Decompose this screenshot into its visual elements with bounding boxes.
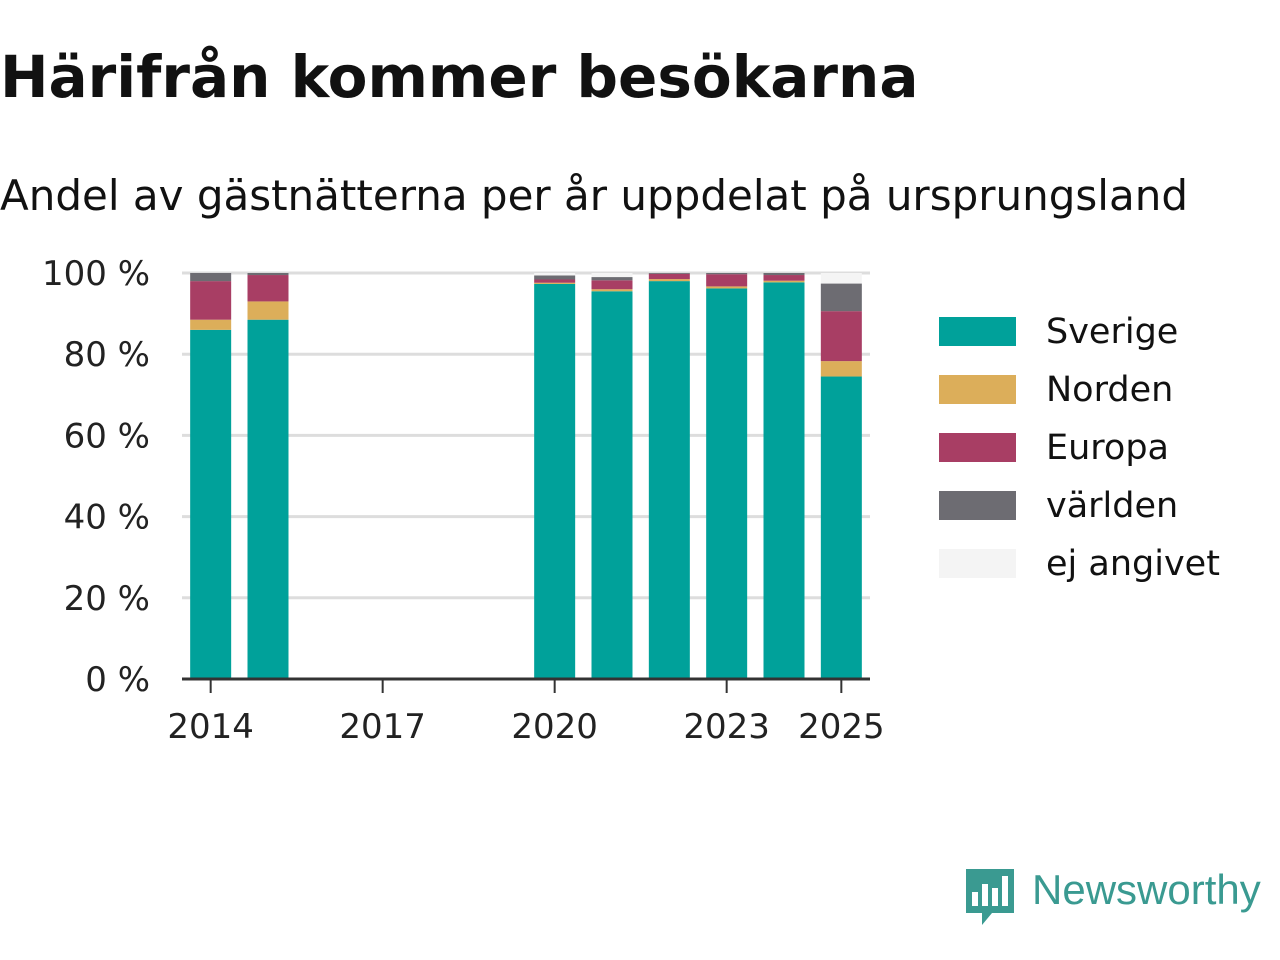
legend-swatch (939, 549, 1016, 578)
legend-item: Europa (939, 428, 1169, 468)
bar-segment (706, 274, 748, 287)
bar-segment (190, 329, 232, 679)
bar-segment (591, 289, 633, 292)
bar-segment (534, 273, 576, 276)
bar-segment (706, 273, 748, 275)
bar-stack (190, 273, 232, 679)
bar-stack (706, 273, 748, 679)
legend-label: ej angivet (1046, 544, 1220, 584)
y-tick-label: 20 % (64, 579, 150, 619)
bar-segment (763, 273, 805, 276)
legend-item: ej angivet (939, 544, 1220, 584)
legend-swatch (939, 491, 1016, 520)
bars (190, 273, 862, 679)
bar-segment (820, 283, 862, 312)
y-tick-label: 60 % (64, 416, 150, 456)
bar-segment (190, 281, 232, 320)
bar-segment (648, 273, 690, 280)
bar-stack (648, 273, 690, 679)
chart-title: Härifrån kommer besökarna (0, 43, 918, 111)
legend-swatch (939, 317, 1016, 346)
legend-label: världen (1046, 486, 1178, 526)
bar-segment (247, 275, 289, 302)
bar-segment (591, 291, 633, 679)
bar-segment (247, 273, 289, 276)
legend-item: Norden (939, 370, 1173, 410)
legend-label: Norden (1046, 370, 1173, 410)
brand-name: Newsworthy (1032, 866, 1261, 913)
bar-stack (247, 273, 289, 679)
y-tick-label: 40 % (64, 498, 150, 538)
x-tick-label: 2025 (798, 707, 885, 747)
bar-segment (247, 301, 289, 320)
y-tick-label: 100 % (42, 254, 150, 294)
chart-subtitle: Andel av gästnätterna per år uppdelat på… (0, 171, 1188, 220)
legend-label: Europa (1046, 428, 1169, 468)
x-tick-label: 2020 (511, 707, 598, 747)
bar-segment (534, 275, 576, 280)
bar-segment (190, 319, 232, 330)
bar-segment (190, 273, 232, 282)
legend-item: världen (939, 486, 1178, 526)
y-tick-label: 80 % (64, 335, 150, 375)
bar-stack (591, 273, 633, 679)
legend-item: Sverige (939, 312, 1178, 352)
bar-segment (706, 286, 748, 289)
bar-segment (648, 279, 690, 282)
bar-segment (247, 319, 289, 679)
bar-stack (534, 273, 576, 679)
legend: Sverige Norden Europa världen ej angivet (939, 312, 1220, 584)
bar-segment (763, 275, 805, 281)
bar-segment (820, 376, 862, 679)
newsworthy-logo-icon (966, 869, 1014, 925)
y-tick-label: 0 % (85, 660, 150, 700)
legend-swatch (939, 433, 1016, 462)
legend-swatch (939, 375, 1016, 404)
bar-segment (591, 280, 633, 290)
bar-segment (591, 273, 633, 278)
bar-segment (820, 361, 862, 377)
x-axis-ticks: 2014 2017 2020 2023 2025 (167, 679, 885, 747)
x-tick-label: 2014 (167, 707, 254, 747)
x-tick-label: 2023 (683, 707, 770, 747)
bar-stack (820, 273, 862, 679)
bar-segment (706, 288, 748, 679)
bar-segment (534, 283, 576, 679)
bar-segment (534, 279, 576, 283)
legend-label: Sverige (1046, 312, 1178, 352)
bar-segment (648, 273, 690, 274)
bar-segment (820, 273, 862, 284)
bar-segment (534, 282, 576, 284)
bar-stack (763, 273, 805, 679)
bar-segment (820, 311, 862, 362)
brand-logo: Newsworthy (966, 866, 1261, 925)
y-axis-ticks: 0 % 20 % 40 % 60 % 80 % 100 % (42, 254, 150, 700)
bar-segment (763, 282, 805, 679)
bar-segment (648, 281, 690, 679)
x-tick-label: 2017 (339, 707, 426, 747)
bar-segment (763, 280, 805, 283)
gridlines (182, 271, 870, 600)
bar-segment (591, 277, 633, 281)
